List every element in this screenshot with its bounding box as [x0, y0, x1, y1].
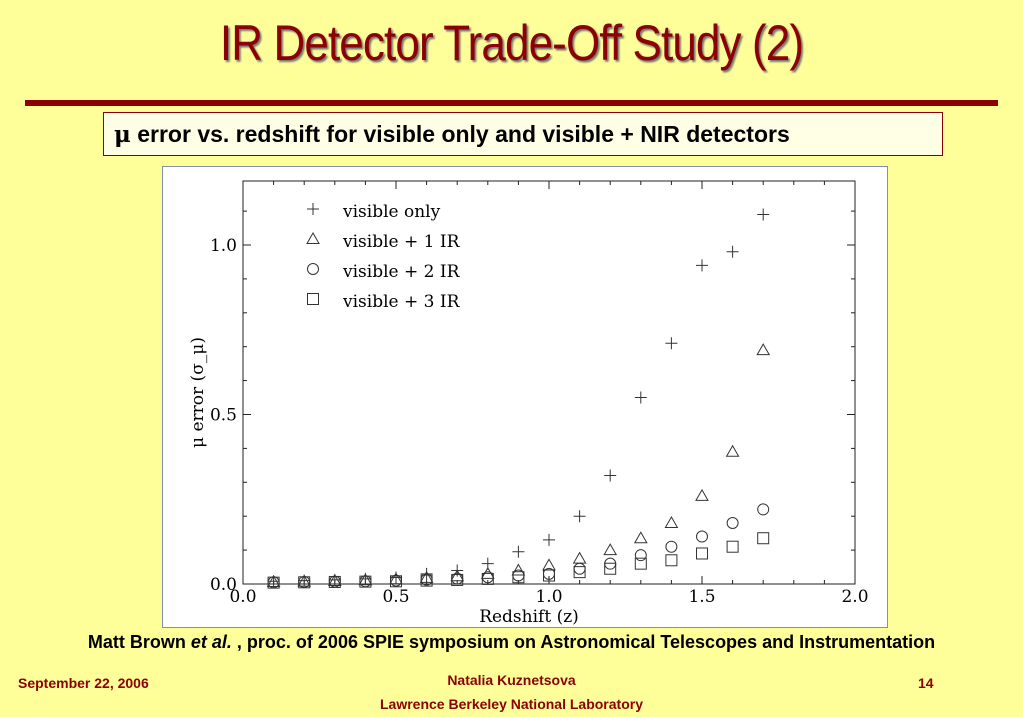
data-point-square	[451, 573, 464, 586]
data-point-triangle	[450, 569, 465, 582]
data-point-plus	[665, 337, 678, 350]
data-point-triangle	[511, 563, 526, 576]
title-divider	[25, 100, 998, 106]
data-point-square	[573, 566, 586, 579]
plot-frame	[242, 180, 856, 585]
data-point-plus	[512, 545, 525, 558]
data-point-plus	[573, 510, 586, 523]
data-point-circle	[573, 562, 586, 575]
data-point-circle	[696, 530, 708, 543]
data-point-square	[543, 569, 555, 582]
legend-label: visible + 2 IR	[342, 262, 461, 282]
x-tick-label: 1.0	[535, 587, 562, 607]
data-point-plus	[696, 259, 708, 272]
subtitle-box: μ error vs. redshift for visible only an…	[103, 112, 943, 156]
legend-marker-circle	[307, 263, 319, 275]
page-number: 14	[918, 675, 934, 691]
data-point-plus	[726, 245, 739, 258]
data-point-triangle	[603, 543, 618, 556]
data-point-triangle	[633, 531, 648, 544]
x-tick-label: 0.5	[382, 587, 409, 607]
data-point-triangle	[664, 515, 679, 528]
data-point-square	[634, 557, 647, 570]
citation-etal: et al.	[190, 632, 232, 652]
data-point-triangle	[266, 574, 281, 587]
data-point-square	[757, 532, 770, 545]
subtitle-text: error vs. redshift for visible only and …	[130, 121, 790, 147]
footer-date: September 22, 2006	[18, 675, 149, 691]
footer-center: Natalia Kuznetsova Lawrence Berkeley Nat…	[0, 668, 1023, 716]
legend-marker-plus	[307, 203, 319, 215]
x-tick-label: 0.0	[229, 587, 256, 607]
data-point-triangle	[419, 570, 434, 583]
citation: Matt Brown et al. , proc. of 2006 SPIE s…	[0, 632, 1023, 653]
citation-author: Matt Brown	[87, 632, 191, 652]
x-tick-label: 2.0	[841, 587, 868, 607]
slide-title: IR Detector Trade-Off Study (2)	[219, 15, 804, 71]
data-point-plus	[604, 469, 617, 482]
data-point-circle	[634, 549, 647, 562]
legend-label: visible only	[342, 202, 441, 222]
citation-rest: , proc. of 2006 SPIE symposium on Astron…	[231, 632, 936, 652]
legend-marker-triangle	[306, 231, 320, 244]
data-point-plus	[634, 391, 647, 404]
data-point-circle	[757, 503, 770, 516]
legend-label: visible + 3 IR	[342, 292, 461, 312]
data-point-circle	[665, 540, 678, 553]
data-point-square	[267, 576, 280, 589]
data-point-square	[696, 547, 708, 560]
data-point-square	[420, 574, 433, 587]
data-point-square	[512, 571, 525, 584]
data-point-triangle	[695, 488, 709, 501]
data-point-triangle	[572, 551, 587, 564]
data-point-triangle	[756, 343, 771, 356]
data-point-triangle	[327, 573, 342, 586]
data-point-square	[298, 576, 311, 589]
data-point-plus	[757, 208, 770, 221]
x-tick-label: 1.5	[688, 587, 715, 607]
y-tick-label: 0.0	[210, 575, 237, 595]
y-tick-label: 1.0	[210, 236, 237, 256]
footer-lab: Lawrence Berkeley National Laboratory	[380, 696, 643, 712]
data-point-triangle	[389, 572, 403, 585]
chart-frame: 0.0 0.5 1.0 1.5 2.0 0.0 0.5 1.0 Redshift (z) μ er…	[162, 166, 888, 628]
data-point-square	[328, 575, 341, 588]
footer-author: Natalia Kuznetsova	[447, 672, 576, 688]
data-point-triangle	[725, 444, 740, 457]
data-point-triangle	[358, 573, 373, 586]
x-axis-label: Redshift (z)	[479, 607, 579, 627]
data-point-square	[726, 540, 739, 553]
data-point-plus	[543, 533, 555, 546]
subtitle-mu-symbol: μ	[114, 121, 131, 148]
legend-marker-square	[307, 293, 319, 305]
y-tick-label: 0.5	[210, 406, 237, 426]
data-point-square	[481, 572, 494, 585]
data-point-square	[604, 562, 617, 575]
y-axis-label: μ error (σ_μ)	[188, 337, 208, 448]
data-point-square	[665, 554, 678, 567]
legend-label: visible + 1 IR	[342, 232, 461, 252]
data-point-square	[359, 575, 372, 588]
data-point-triangle	[297, 574, 312, 587]
data-point-circle	[726, 516, 739, 529]
data-point-square	[390, 575, 402, 588]
